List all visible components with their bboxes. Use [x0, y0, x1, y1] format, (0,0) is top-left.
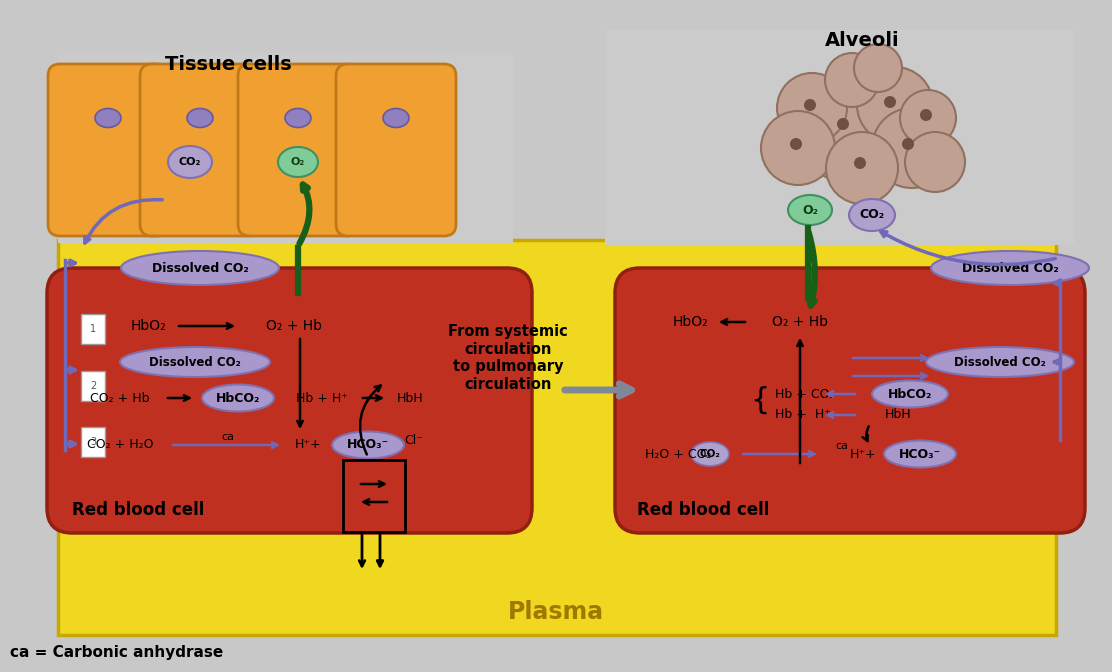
Circle shape — [826, 132, 898, 204]
Ellipse shape — [187, 108, 214, 128]
FancyBboxPatch shape — [140, 64, 260, 236]
Ellipse shape — [872, 380, 949, 407]
Text: From systemic
circulation
to pulmonary
circulation: From systemic circulation to pulmonary c… — [448, 325, 568, 392]
Circle shape — [857, 67, 933, 143]
Ellipse shape — [383, 108, 409, 128]
Text: H₂O + CO₂: H₂O + CO₂ — [645, 448, 712, 460]
Circle shape — [902, 138, 914, 150]
Circle shape — [825, 53, 878, 107]
Ellipse shape — [884, 441, 956, 468]
FancyBboxPatch shape — [48, 64, 168, 236]
Circle shape — [920, 109, 932, 121]
Text: H⁺+: H⁺+ — [295, 439, 321, 452]
Text: HbH: HbH — [397, 392, 424, 405]
Circle shape — [837, 118, 848, 130]
Text: 2: 2 — [90, 381, 96, 391]
Ellipse shape — [931, 251, 1089, 285]
FancyBboxPatch shape — [58, 55, 513, 243]
Text: Dissolved CO₂: Dissolved CO₂ — [954, 355, 1046, 368]
Text: O₂ + Hb: O₂ + Hb — [772, 315, 828, 329]
Text: Dissolved CO₂: Dissolved CO₂ — [151, 261, 248, 274]
FancyBboxPatch shape — [615, 268, 1085, 533]
Text: Hb +  H⁺: Hb + H⁺ — [775, 409, 831, 421]
Ellipse shape — [848, 199, 895, 231]
Ellipse shape — [95, 108, 121, 128]
Circle shape — [777, 73, 847, 143]
Circle shape — [884, 96, 896, 108]
Text: Dissolved CO₂: Dissolved CO₂ — [962, 261, 1059, 274]
Text: O₂: O₂ — [802, 204, 818, 216]
Text: 1: 1 — [90, 324, 96, 334]
Circle shape — [804, 99, 816, 111]
Text: Red blood cell: Red blood cell — [72, 501, 205, 519]
Text: O₂: O₂ — [291, 157, 305, 167]
Text: O₂ + Hb: O₂ + Hb — [266, 319, 322, 333]
Text: Tissue cells: Tissue cells — [165, 56, 291, 75]
Text: Hb + CO₂: Hb + CO₂ — [775, 388, 834, 401]
Text: HCO₃⁻: HCO₃⁻ — [898, 448, 941, 460]
Circle shape — [872, 108, 952, 188]
Text: CO₂: CO₂ — [699, 449, 721, 459]
Ellipse shape — [121, 251, 279, 285]
Text: ca: ca — [221, 432, 235, 442]
Circle shape — [854, 44, 902, 92]
FancyBboxPatch shape — [238, 64, 358, 236]
Text: CO₂: CO₂ — [179, 157, 201, 167]
Text: HbCO₂: HbCO₂ — [887, 388, 932, 401]
Text: ca = Carbonic anhydrase: ca = Carbonic anhydrase — [10, 644, 224, 659]
Text: Hb + H⁺: Hb + H⁺ — [296, 392, 348, 405]
FancyBboxPatch shape — [336, 64, 456, 236]
Text: CO₂ + Hb: CO₂ + Hb — [90, 392, 150, 405]
Text: Red blood cell: Red blood cell — [637, 501, 770, 519]
Ellipse shape — [788, 195, 832, 225]
Ellipse shape — [285, 108, 311, 128]
Ellipse shape — [691, 442, 729, 466]
Text: Alveoli: Alveoli — [825, 30, 900, 50]
FancyBboxPatch shape — [81, 427, 105, 457]
Text: CO₂: CO₂ — [860, 208, 884, 222]
Text: H⁺+: H⁺+ — [850, 448, 876, 460]
Text: HbO₂: HbO₂ — [130, 319, 166, 333]
FancyBboxPatch shape — [81, 314, 105, 344]
Circle shape — [796, 78, 900, 182]
Ellipse shape — [278, 147, 318, 177]
Text: 3: 3 — [90, 437, 96, 447]
FancyBboxPatch shape — [58, 240, 1056, 635]
Circle shape — [761, 111, 835, 185]
Text: {: { — [751, 386, 770, 415]
FancyBboxPatch shape — [81, 371, 105, 401]
Text: Cl⁻: Cl⁻ — [405, 433, 424, 446]
Text: HbCO₂: HbCO₂ — [216, 392, 260, 405]
Text: HCO₃⁻: HCO₃⁻ — [347, 439, 389, 452]
Ellipse shape — [202, 384, 274, 411]
Circle shape — [790, 138, 802, 150]
FancyBboxPatch shape — [47, 268, 532, 533]
Circle shape — [905, 132, 965, 192]
Ellipse shape — [332, 431, 404, 458]
Text: ca: ca — [835, 441, 848, 451]
Ellipse shape — [168, 146, 212, 178]
Text: Plasma: Plasma — [508, 600, 604, 624]
Text: Dissolved CO₂: Dissolved CO₂ — [149, 355, 241, 368]
Text: HbO₂: HbO₂ — [672, 315, 708, 329]
Circle shape — [854, 157, 866, 169]
Ellipse shape — [120, 347, 270, 377]
Ellipse shape — [926, 347, 1074, 377]
Circle shape — [900, 90, 956, 146]
Text: CO₂ + H₂O: CO₂ + H₂O — [87, 439, 153, 452]
FancyBboxPatch shape — [605, 30, 1075, 245]
Text: HbH: HbH — [885, 409, 912, 421]
